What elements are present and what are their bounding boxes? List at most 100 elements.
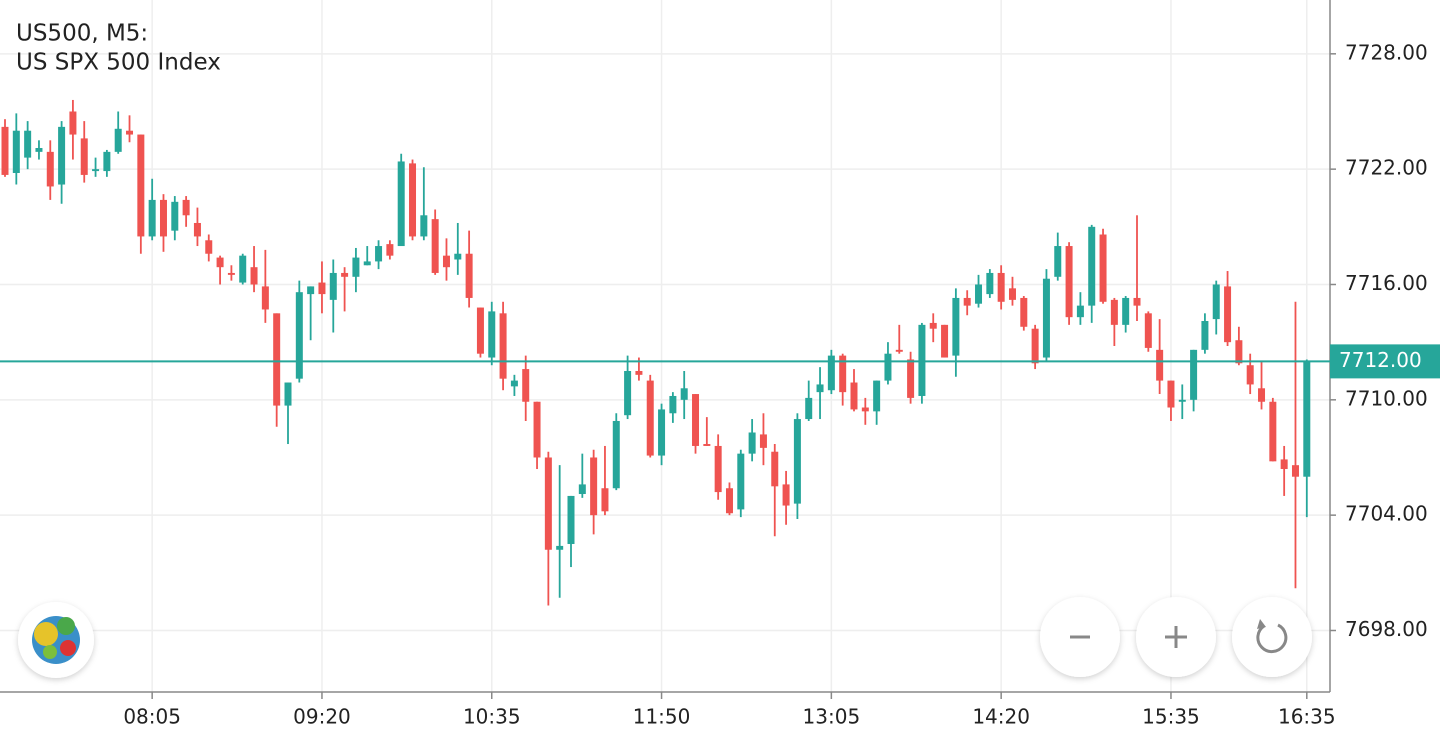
candle-body [839,355,847,393]
candle-body [850,382,858,410]
candle-body [341,272,349,277]
candle-body [975,284,983,304]
candle-body [952,297,960,356]
logo-shape [60,640,76,656]
candle-body [137,134,145,237]
candle-body [182,199,190,216]
candle-body [1110,299,1118,325]
candle-body [1,126,9,175]
candles [1,99,1311,606]
y-tick-label: 7728.00 [1345,40,1428,64]
candle-body [193,222,201,237]
x-tick-label: 16:35 [1278,705,1336,729]
candle-body [1178,399,1186,402]
candle-body [624,370,632,416]
candle-body [861,407,869,412]
candle-body [307,286,315,295]
candle-body [375,246,383,262]
candle-body [454,253,462,260]
candle-body [522,369,530,402]
candle-body [250,267,258,285]
candle-body [805,397,813,420]
candle-body [431,219,439,273]
candle-body [963,297,971,306]
logo[interactable] [18,602,94,678]
reset-icon [1257,619,1266,629]
candle-body [759,434,767,448]
candle-body [703,444,711,446]
candle-body [46,151,54,187]
candle-body [533,401,541,458]
candle-body [1042,278,1050,358]
candle-body [329,272,337,300]
candle-body [80,138,88,175]
candle-body [148,199,156,237]
candle-body [363,261,371,266]
candle-body [205,240,213,254]
candle-body [590,457,598,516]
candle-body [239,255,247,283]
candle-body [386,244,394,256]
y-tick-label: 7716.00 [1345,271,1428,295]
candle-body [827,355,835,391]
price-label: 7712.00 [1339,348,1422,372]
candle-body [499,313,507,379]
candle-body [1167,380,1175,408]
candle-body [1201,321,1209,350]
candle-body [1020,297,1028,327]
x-tick-label: 08:05 [123,705,181,729]
candle-body [1099,234,1107,302]
candle-body [409,163,417,237]
x-tick-label: 11:50 [633,705,691,729]
candle-body [261,286,269,310]
candle-body [556,545,564,550]
reset-button[interactable] [1232,597,1312,677]
candle-body [284,382,292,406]
candle-body [58,126,66,185]
candle-body [1076,305,1084,318]
logo-shape [43,645,57,659]
candle-body [884,353,892,381]
x-tick-label: 13:05 [803,705,861,729]
candle-body [1156,349,1164,381]
candle-body [476,307,484,354]
candle-body [92,169,100,172]
candle-body [510,380,518,387]
candle-body [1258,388,1266,402]
candle-body [1246,365,1254,385]
candle-body [612,420,620,489]
x-tick-label: 15:35 [1142,705,1200,729]
logo-shape [34,622,58,646]
candle-body [680,388,688,400]
candle-body [714,445,722,493]
y-tick-label: 7704.00 [1345,502,1428,526]
x-tick-label: 09:20 [293,705,351,729]
candle-body [873,380,881,412]
candle-body [997,272,1005,302]
candle-body [397,161,405,247]
chart-title: US500, M5: [16,21,148,47]
candle-body [669,395,677,414]
candle-body [103,151,111,172]
candle-body [1291,465,1299,477]
candle-body [601,488,609,512]
candle-body [782,484,790,506]
zoom-out-button[interactable] [1040,597,1120,677]
candle-body [1280,459,1288,470]
candle-body [1065,246,1073,318]
candle-body [771,451,779,487]
candle-body [737,453,745,510]
candle-body [578,484,586,495]
y-tick-label: 7722.00 [1345,156,1428,180]
candle-body [465,253,473,298]
candle-body [907,359,915,398]
candle-body [159,199,167,237]
candle-body [567,495,575,544]
zoom-in-button[interactable] [1136,597,1216,677]
grid [0,0,1330,692]
candle-body [646,380,654,456]
candle-body [1190,349,1198,400]
candle-body [986,272,994,295]
candle-body [69,111,77,135]
candle-body [126,130,134,135]
